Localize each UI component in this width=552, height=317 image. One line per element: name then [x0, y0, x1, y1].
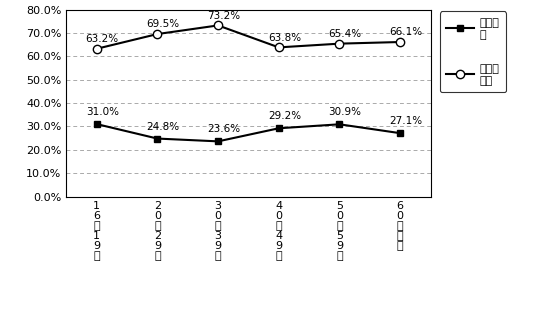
- Text: 29.2%: 29.2%: [268, 111, 301, 121]
- Text: 66.1%: 66.1%: [389, 27, 422, 37]
- Text: 31.0%: 31.0%: [86, 107, 119, 117]
- Text: 63.2%: 63.2%: [86, 34, 119, 44]
- Text: 69.5%: 69.5%: [146, 19, 179, 29]
- 口を濁
す: [215, 139, 221, 143]
- 口を濁
す: [93, 122, 100, 126]
- Text: 65.4%: 65.4%: [328, 29, 362, 39]
- Text: 27.1%: 27.1%: [389, 116, 422, 126]
- Line: 口を濁
す: 口を濁 す: [93, 120, 404, 145]
- Text: 30.9%: 30.9%: [328, 107, 362, 117]
- Text: 23.6%: 23.6%: [207, 124, 240, 134]
- Text: 73.2%: 73.2%: [207, 11, 240, 21]
- 口を濁
す: [275, 126, 282, 130]
- 言葉を
濁す: [397, 40, 404, 44]
- 口を濁
す: [336, 122, 343, 126]
- Legend: 口を濁
す, 言葉を
濁す: 口を濁 す, 言葉を 濁す: [440, 11, 506, 92]
- 口を濁
す: [154, 137, 161, 140]
- Text: 24.8%: 24.8%: [146, 121, 179, 132]
- Text: 63.8%: 63.8%: [268, 33, 301, 43]
- Line: 言葉を
濁す: 言葉を 濁す: [92, 21, 405, 53]
- 口を濁
す: [397, 131, 404, 135]
- 言葉を
濁す: [275, 45, 282, 49]
- 言葉を
濁す: [154, 32, 161, 36]
- 言葉を
濁す: [93, 47, 100, 51]
- 言葉を
濁す: [215, 23, 221, 27]
- 言葉を
濁す: [336, 42, 343, 46]
